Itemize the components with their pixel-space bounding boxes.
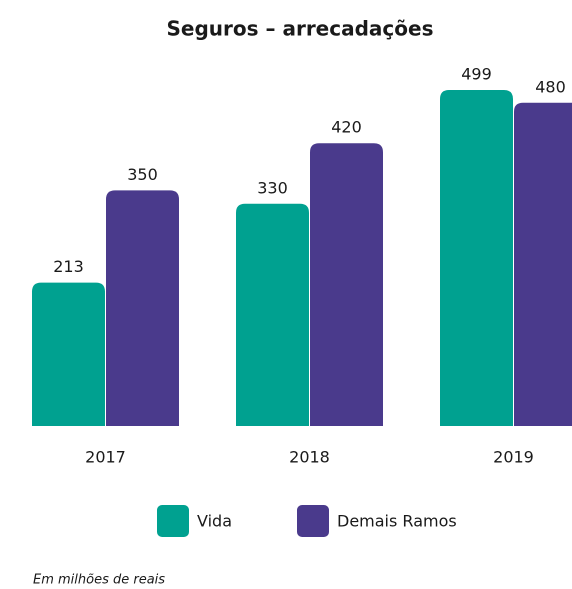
value-label: 480 [535, 77, 566, 96]
value-label: 499 [461, 65, 492, 84]
x-tick-label: 2019 [493, 448, 534, 467]
bar [514, 102, 572, 426]
bar [440, 90, 513, 426]
value-label: 420 [331, 118, 362, 137]
legend-swatch [157, 505, 189, 537]
bar [310, 143, 383, 426]
bar [32, 282, 105, 426]
x-tick-label: 2018 [289, 448, 330, 467]
legend-label: Demais Ramos [337, 512, 457, 531]
footnote: Em milhões de reais [33, 573, 165, 588]
value-label: 330 [257, 178, 288, 197]
x-tick-label: 2017 [85, 448, 126, 467]
bar [236, 203, 309, 426]
value-label: 350 [127, 165, 158, 184]
value-label: 213 [53, 257, 84, 276]
legend-label: Vida [197, 512, 232, 531]
bar [106, 190, 179, 426]
chart-title: Seguros – arrecadações [167, 17, 434, 41]
legend-swatch [297, 505, 329, 537]
